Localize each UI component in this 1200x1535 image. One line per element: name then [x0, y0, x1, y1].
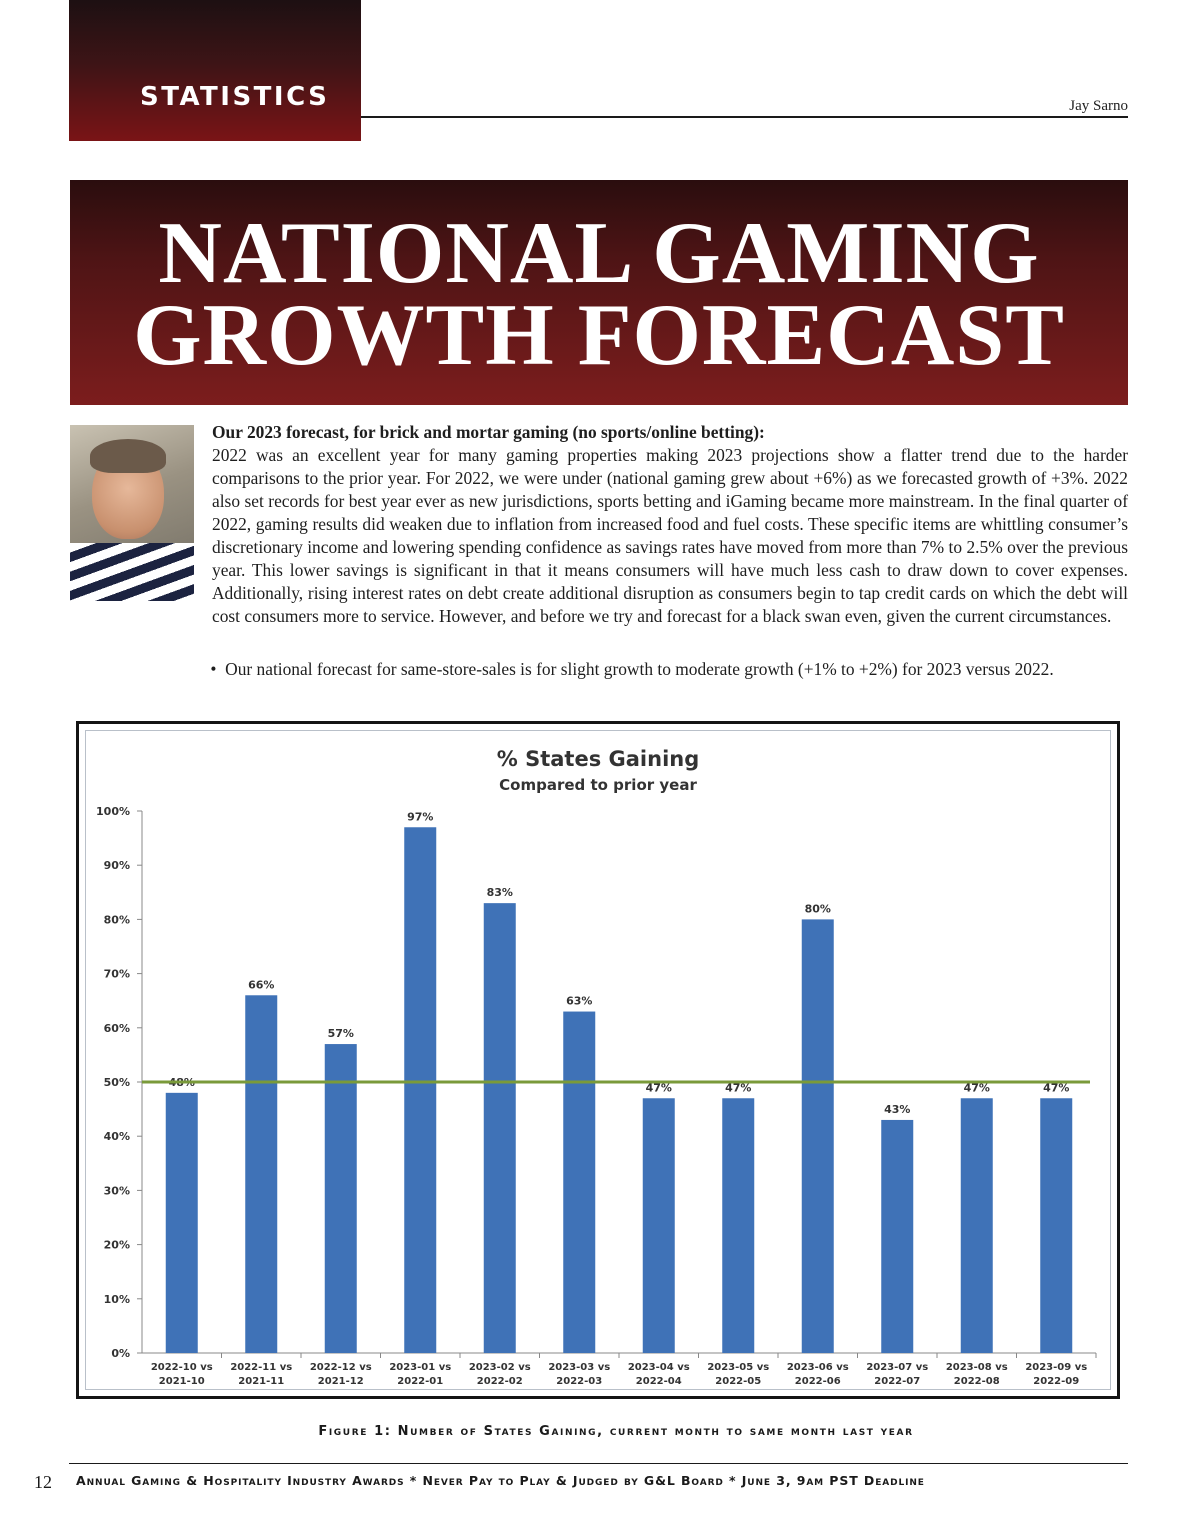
bullet-icon: • — [206, 659, 226, 679]
forecast-bullet: • Our national forecast for same-store-s… — [206, 658, 1128, 681]
bar-value-label: 66% — [248, 978, 274, 991]
x-tick-label-sub: 2022-04 — [636, 1376, 682, 1387]
section-tab: STATISTICS — [69, 0, 361, 141]
bar-value-label: 47% — [1043, 1081, 1069, 1094]
y-tick-label: 30% — [104, 1184, 130, 1197]
bar-value-label: 57% — [328, 1027, 354, 1040]
x-tick-label: 2023-06 vs — [787, 1362, 849, 1373]
figure-caption: Figure 1: Number of States Gaining, curr… — [318, 1424, 914, 1439]
x-tick-label-sub: 2021-12 — [318, 1376, 364, 1387]
article-paragraph: 2022 was an excellent year for many gami… — [212, 445, 1128, 626]
bar-value-label: 63% — [566, 995, 592, 1008]
author-photo — [70, 425, 194, 601]
title-line-1: NATIONAL GAMING — [158, 205, 1040, 302]
bar-value-label: 80% — [805, 902, 831, 915]
chart-area: % States Gaining Compared to prior year … — [85, 730, 1111, 1390]
x-tick-label-sub: 2022-07 — [874, 1376, 920, 1387]
header-rule — [361, 116, 1128, 118]
x-tick-label: 2023-05 vs — [707, 1362, 769, 1373]
y-tick-label: 0% — [111, 1347, 130, 1360]
chart-subtitle: Compared to prior year — [499, 776, 697, 794]
bar-chart: % States Gaining Compared to prior year … — [96, 747, 1097, 1387]
bar — [245, 995, 278, 1353]
x-tick-label: 2023-08 vs — [946, 1362, 1008, 1373]
y-tick-label: 70% — [104, 968, 130, 981]
bar — [1040, 1098, 1073, 1353]
bar — [483, 903, 516, 1353]
bar — [801, 919, 834, 1353]
y-tick-label: 100% — [96, 805, 130, 818]
x-tick-label-sub: 2022-06 — [795, 1376, 841, 1387]
section-label: STATISTICS — [140, 82, 330, 112]
bar — [404, 827, 437, 1353]
article-body: Our 2023 forecast, for brick and mortar … — [206, 421, 1128, 628]
footer-banner-text: Annual Gaming & Hospitality Industry Awa… — [76, 1473, 925, 1488]
bar-value-label: 47% — [725, 1081, 751, 1094]
y-tick-label: 80% — [104, 913, 130, 926]
x-tick-label: 2023-09 vs — [1025, 1362, 1087, 1373]
x-tick-label: 2023-02 vs — [469, 1362, 531, 1373]
x-tick-label: 2022-12 vs — [310, 1362, 372, 1373]
chart-frame: % States Gaining Compared to prior year … — [76, 721, 1120, 1399]
x-tick-label: 2023-07 vs — [866, 1362, 928, 1373]
bar-value-label: 47% — [646, 1081, 672, 1094]
y-tick-label: 50% — [104, 1076, 130, 1089]
bar — [642, 1098, 675, 1353]
bar — [960, 1098, 993, 1353]
bar — [722, 1098, 755, 1353]
y-tick-label: 40% — [104, 1130, 130, 1143]
bar — [165, 1092, 198, 1353]
bar-value-label: 97% — [407, 810, 433, 823]
footer-rule — [69, 1463, 1128, 1464]
x-tick-label: 2022-11 vs — [230, 1362, 292, 1373]
x-tick-label: 2022-10 vs — [151, 1362, 213, 1373]
bar — [324, 1044, 357, 1353]
bar-value-label: 43% — [884, 1103, 910, 1116]
bar — [881, 1119, 914, 1353]
y-tick-label: 60% — [104, 1022, 130, 1035]
x-tick-label-sub: 2022-01 — [397, 1376, 443, 1387]
title-banner: NATIONAL GAMING GROWTH FORECAST — [70, 180, 1128, 405]
x-tick-label-sub: 2021-11 — [238, 1376, 284, 1387]
bullet-text: Our national forecast for same-store-sal… — [225, 659, 1054, 679]
bar — [563, 1011, 596, 1353]
author-name: Jay Sarno — [1069, 98, 1128, 114]
photo-hair — [90, 439, 166, 473]
x-tick-label-sub: 2022-05 — [715, 1376, 761, 1387]
y-tick-label: 10% — [104, 1293, 130, 1306]
article-lead: Our 2023 forecast, for brick and mortar … — [212, 422, 765, 442]
x-tick-label: 2023-01 vs — [389, 1362, 451, 1373]
x-tick-label-sub: 2022-02 — [477, 1376, 523, 1387]
photo-shirt — [70, 543, 194, 601]
title-line-2: GROWTH FORECAST — [133, 287, 1065, 384]
x-tick-label-sub: 2022-03 — [556, 1376, 602, 1387]
x-tick-label: 2023-03 vs — [548, 1362, 610, 1373]
bar-value-label: 83% — [487, 886, 513, 899]
x-tick-label: 2023-04 vs — [628, 1362, 690, 1373]
chart-title: % States Gaining — [497, 747, 700, 771]
y-tick-label: 20% — [104, 1239, 130, 1252]
x-tick-label-sub: 2022-08 — [954, 1376, 1000, 1387]
x-tick-label-sub: 2022-09 — [1033, 1376, 1079, 1387]
page-number: 12 — [34, 1472, 52, 1492]
y-tick-label: 90% — [104, 859, 130, 872]
x-tick-label-sub: 2021-10 — [159, 1376, 205, 1387]
bar-value-label: 47% — [964, 1081, 990, 1094]
